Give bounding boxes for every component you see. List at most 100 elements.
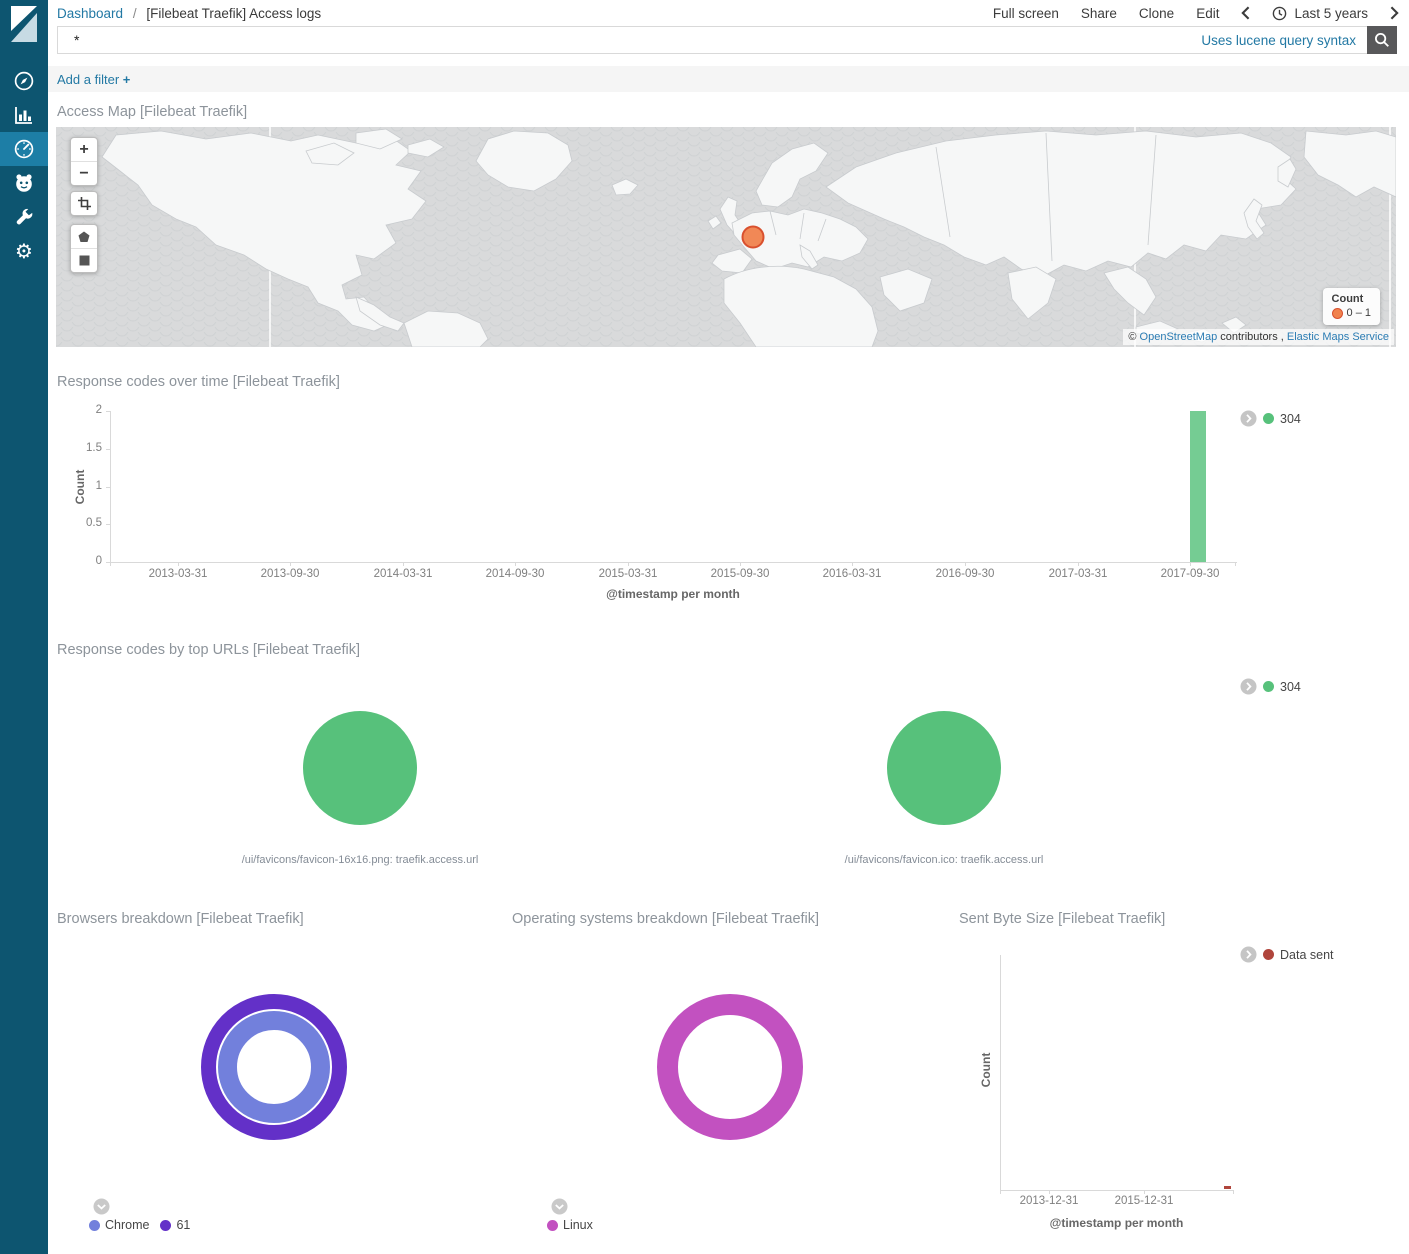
clone-button[interactable]: Clone	[1138, 5, 1175, 21]
crop-icon	[77, 197, 91, 210]
time-picker[interactable]: Last 5 years	[1272, 6, 1368, 21]
browsers-breakdown-title: Browsers breakdown [Filebeat Traefik]	[57, 911, 304, 927]
response-codes-over-time-title: Response codes over time [Filebeat Traef…	[57, 374, 340, 390]
zoom-in-button[interactable]: +	[71, 138, 97, 162]
sidebar-item-management[interactable]: ⚙	[0, 234, 48, 268]
legend-label-61[interactable]: 61	[176, 1218, 191, 1232]
legend-collapse-icon[interactable]	[93, 1198, 110, 1215]
x-tick: 2017-09-30	[1160, 568, 1220, 580]
search-input[interactable]	[58, 31, 1202, 49]
legend-label[interactable]: Data sent	[1280, 947, 1334, 962]
pie-label: /ui/favicons/favicon-16x16.png: traefik.…	[241, 854, 479, 866]
x-tick: 2016-09-30	[935, 568, 995, 580]
lucene-syntax-link[interactable]: Uses lucene query syntax	[1201, 32, 1356, 48]
top-actions: Full screen Share Clone Edit Last 5 year…	[993, 0, 1399, 26]
x-tick: 2015-12-31	[1114, 1195, 1174, 1207]
rectangle-icon	[79, 255, 89, 266]
chevron-right-icon	[1390, 6, 1399, 20]
map-fit-control	[70, 191, 98, 216]
kibana-logo-icon	[11, 6, 37, 42]
sidebar-item-visualize[interactable]	[0, 98, 48, 132]
sidebar-item-dashboard[interactable]	[0, 132, 48, 166]
legend-swatch-icon[interactable]	[89, 1219, 100, 1231]
map-attribution: © OpenStreetMap contributors , Elastic M…	[1123, 329, 1394, 345]
top-bar: Dashboard / [Filebeat Traefik] Access lo…	[48, 0, 1409, 26]
share-button[interactable]: Share	[1080, 5, 1117, 21]
zoom-out-button[interactable]: −	[79, 164, 89, 182]
os-legend: Linux	[547, 1218, 593, 1232]
x-tick: 2014-09-30	[485, 568, 545, 580]
access-map[interactable]: + − Count	[56, 127, 1396, 347]
breadcrumb-dashboard-link[interactable]: Dashboard	[57, 5, 124, 21]
map-zoom-controls: + −	[70, 137, 98, 186]
legend-swatch-icon[interactable]	[1263, 413, 1274, 424]
pie-favicon-16x16[interactable]	[303, 711, 417, 825]
legend-expand-icon[interactable]	[1240, 946, 1257, 963]
legend-swatch-icon[interactable]	[547, 1219, 558, 1231]
line-chart-plot-area	[1000, 955, 1234, 1191]
browsers-donut-chart[interactable]	[194, 987, 354, 1147]
bar-chart-plot-area	[110, 411, 1237, 563]
legend-collapse-icon[interactable]	[551, 1198, 568, 1215]
add-filter-link[interactable]: Add a filter +	[57, 72, 130, 87]
legend-item-304[interactable]: 304	[1240, 410, 1301, 427]
y-tick: 2	[95, 404, 102, 416]
sidebar: ⚙	[0, 0, 48, 1254]
full-screen-button[interactable]: Full screen	[992, 5, 1059, 21]
search-button[interactable]	[1367, 26, 1397, 54]
legend-label-linux[interactable]: Linux	[563, 1218, 593, 1232]
x-tick: 2017-03-31	[1048, 568, 1108, 580]
legend-label-chrome[interactable]: Chrome	[105, 1218, 150, 1232]
data-sent-mark[interactable]	[1224, 1186, 1231, 1189]
y-tick: 0	[95, 555, 102, 567]
response-codes-by-top-urls-title: Response codes by top URLs [Filebeat Tra…	[57, 642, 361, 658]
map-draw-controls	[70, 224, 98, 273]
sidebar-item-timelion[interactable]	[0, 166, 48, 200]
timelion-icon	[16, 174, 32, 192]
legend-swatch-icon[interactable]	[1263, 681, 1274, 692]
y-axis-label: Count	[979, 1052, 993, 1088]
time-step-forward-button[interactable]	[1390, 6, 1399, 20]
elastic-maps-service-link[interactable]: Elastic Maps Service	[1286, 331, 1389, 343]
draw-rectangle-button[interactable]	[71, 249, 97, 272]
query-bar: Uses lucene query syntax	[57, 26, 1368, 54]
draw-polygon-button[interactable]	[71, 225, 97, 249]
os-breakdown-panel: Operating systems breakdown [Filebeat Tr…	[511, 905, 951, 1254]
wrench-icon	[16, 208, 33, 225]
gauge-icon	[14, 139, 34, 159]
bar-chart-icon	[15, 107, 32, 124]
y-tick: 1.5	[86, 442, 102, 454]
sidebar-nav: ⚙	[0, 56, 48, 268]
gear-icon: ⚙	[15, 239, 33, 263]
browsers-legend: Chrome 61	[89, 1218, 190, 1232]
kibana-logo[interactable]	[0, 0, 48, 48]
x-tick: 2013-03-31	[148, 568, 208, 580]
pie-favicon-ico[interactable]	[887, 711, 1001, 825]
fit-bounds-button[interactable]	[71, 192, 97, 215]
pie-label: /ui/favicons/favicon.ico: traefik.access…	[844, 854, 1044, 866]
geo-point-marker[interactable]	[741, 225, 765, 249]
attribution-text: contributors ,	[1220, 331, 1284, 343]
openstreetmap-link[interactable]: OpenStreetMap	[1139, 331, 1218, 343]
legend-expand-icon[interactable]	[1240, 410, 1257, 427]
legend-item-304[interactable]: 304	[1240, 678, 1301, 695]
clock-icon	[1273, 6, 1287, 20]
time-step-back-button[interactable]	[1241, 6, 1250, 20]
legend-item-data-sent[interactable]: Data sent	[1240, 946, 1334, 963]
os-donut-chart[interactable]	[650, 987, 810, 1147]
bar-304[interactable]	[1190, 411, 1206, 562]
page-title: [Filebeat Traefik] Access logs	[146, 5, 322, 21]
world-map	[101, 127, 1396, 347]
legend-label[interactable]: 304	[1280, 411, 1301, 426]
sidebar-item-dev-tools[interactable]	[0, 200, 48, 234]
copyright-symbol: ©	[1128, 331, 1137, 343]
sidebar-item-discover[interactable]	[0, 64, 48, 98]
legend-expand-icon[interactable]	[1240, 678, 1257, 695]
legend-swatch-icon[interactable]	[1263, 949, 1274, 960]
legend-label[interactable]: 304	[1280, 679, 1301, 694]
edit-button[interactable]: Edit	[1196, 5, 1220, 21]
sent-byte-size-panel: Sent Byte Size [Filebeat Traefik] Data s…	[958, 905, 1409, 1254]
legend-swatch-icon[interactable]	[160, 1219, 172, 1231]
x-tick: 2013-12-31	[1019, 1195, 1079, 1207]
